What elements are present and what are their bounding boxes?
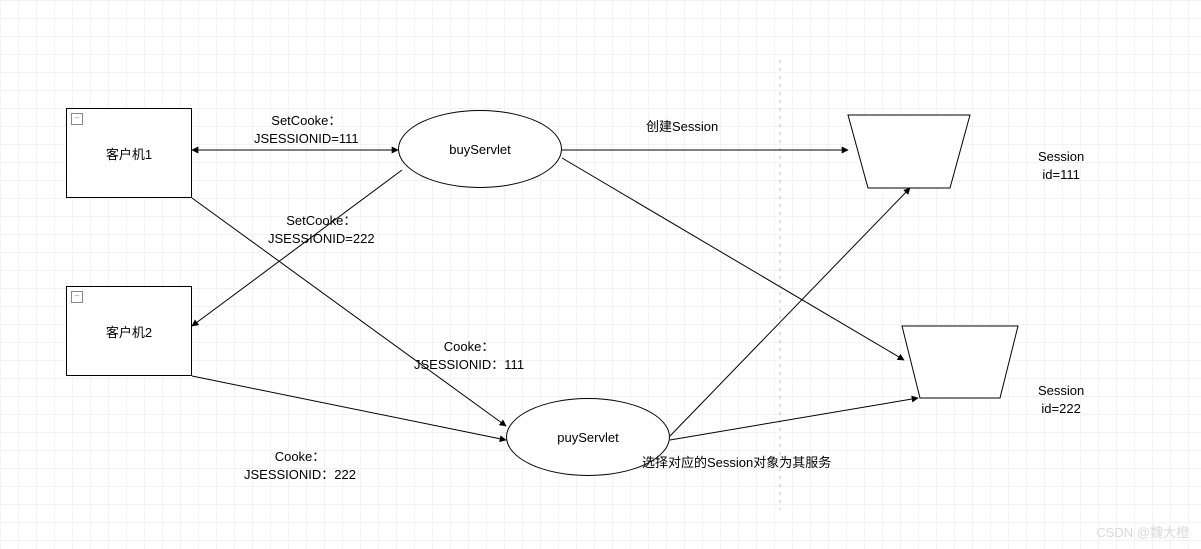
buy-servlet-node: buyServlet xyxy=(398,110,562,188)
client-2-node: – 客户机2 xyxy=(66,286,192,376)
puy-servlet-label: puyServlet xyxy=(557,430,618,445)
edge-label-setcookie-222: SetCooke： JSESSIONID=222 xyxy=(268,212,375,248)
edge-label-cookie-222: Cooke： JSESSIONID：222 xyxy=(244,448,356,484)
client-1-node: – 客户机1 xyxy=(66,108,192,198)
watermark: CSDN @魏大橙 xyxy=(1096,522,1189,541)
collapse-icon: – xyxy=(71,113,83,125)
edge-puy-trap2 xyxy=(670,398,918,440)
buy-servlet-label: buyServlet xyxy=(449,142,510,157)
edge-label-cookie-111: Cooke： JSESSIONID：111 xyxy=(414,338,524,374)
edge-client2-puy xyxy=(192,376,506,440)
client-2-label: 客户机2 xyxy=(106,322,152,341)
edge-label-setcookie-111: SetCooke： JSESSIONID=111 xyxy=(254,112,359,148)
session-1-shape xyxy=(848,115,970,188)
session-2-shape xyxy=(902,326,1018,398)
edge-label-select-session: 选择对应的Session对象为其服务 xyxy=(642,454,831,472)
collapse-icon: – xyxy=(71,291,83,303)
edge-buy-trap2 xyxy=(562,158,904,360)
edge-puy-trap1 xyxy=(670,188,910,436)
diagram-canvas: – 客户机1 – 客户机2 buyServlet puyServlet Sess… xyxy=(0,0,1201,549)
session-2-label: Session id=222 xyxy=(1038,382,1084,418)
edge-label-create-session: 创建Session xyxy=(646,118,718,136)
session-1-label: Session id=111 xyxy=(1038,148,1084,184)
client-1-label: 客户机1 xyxy=(106,144,152,163)
